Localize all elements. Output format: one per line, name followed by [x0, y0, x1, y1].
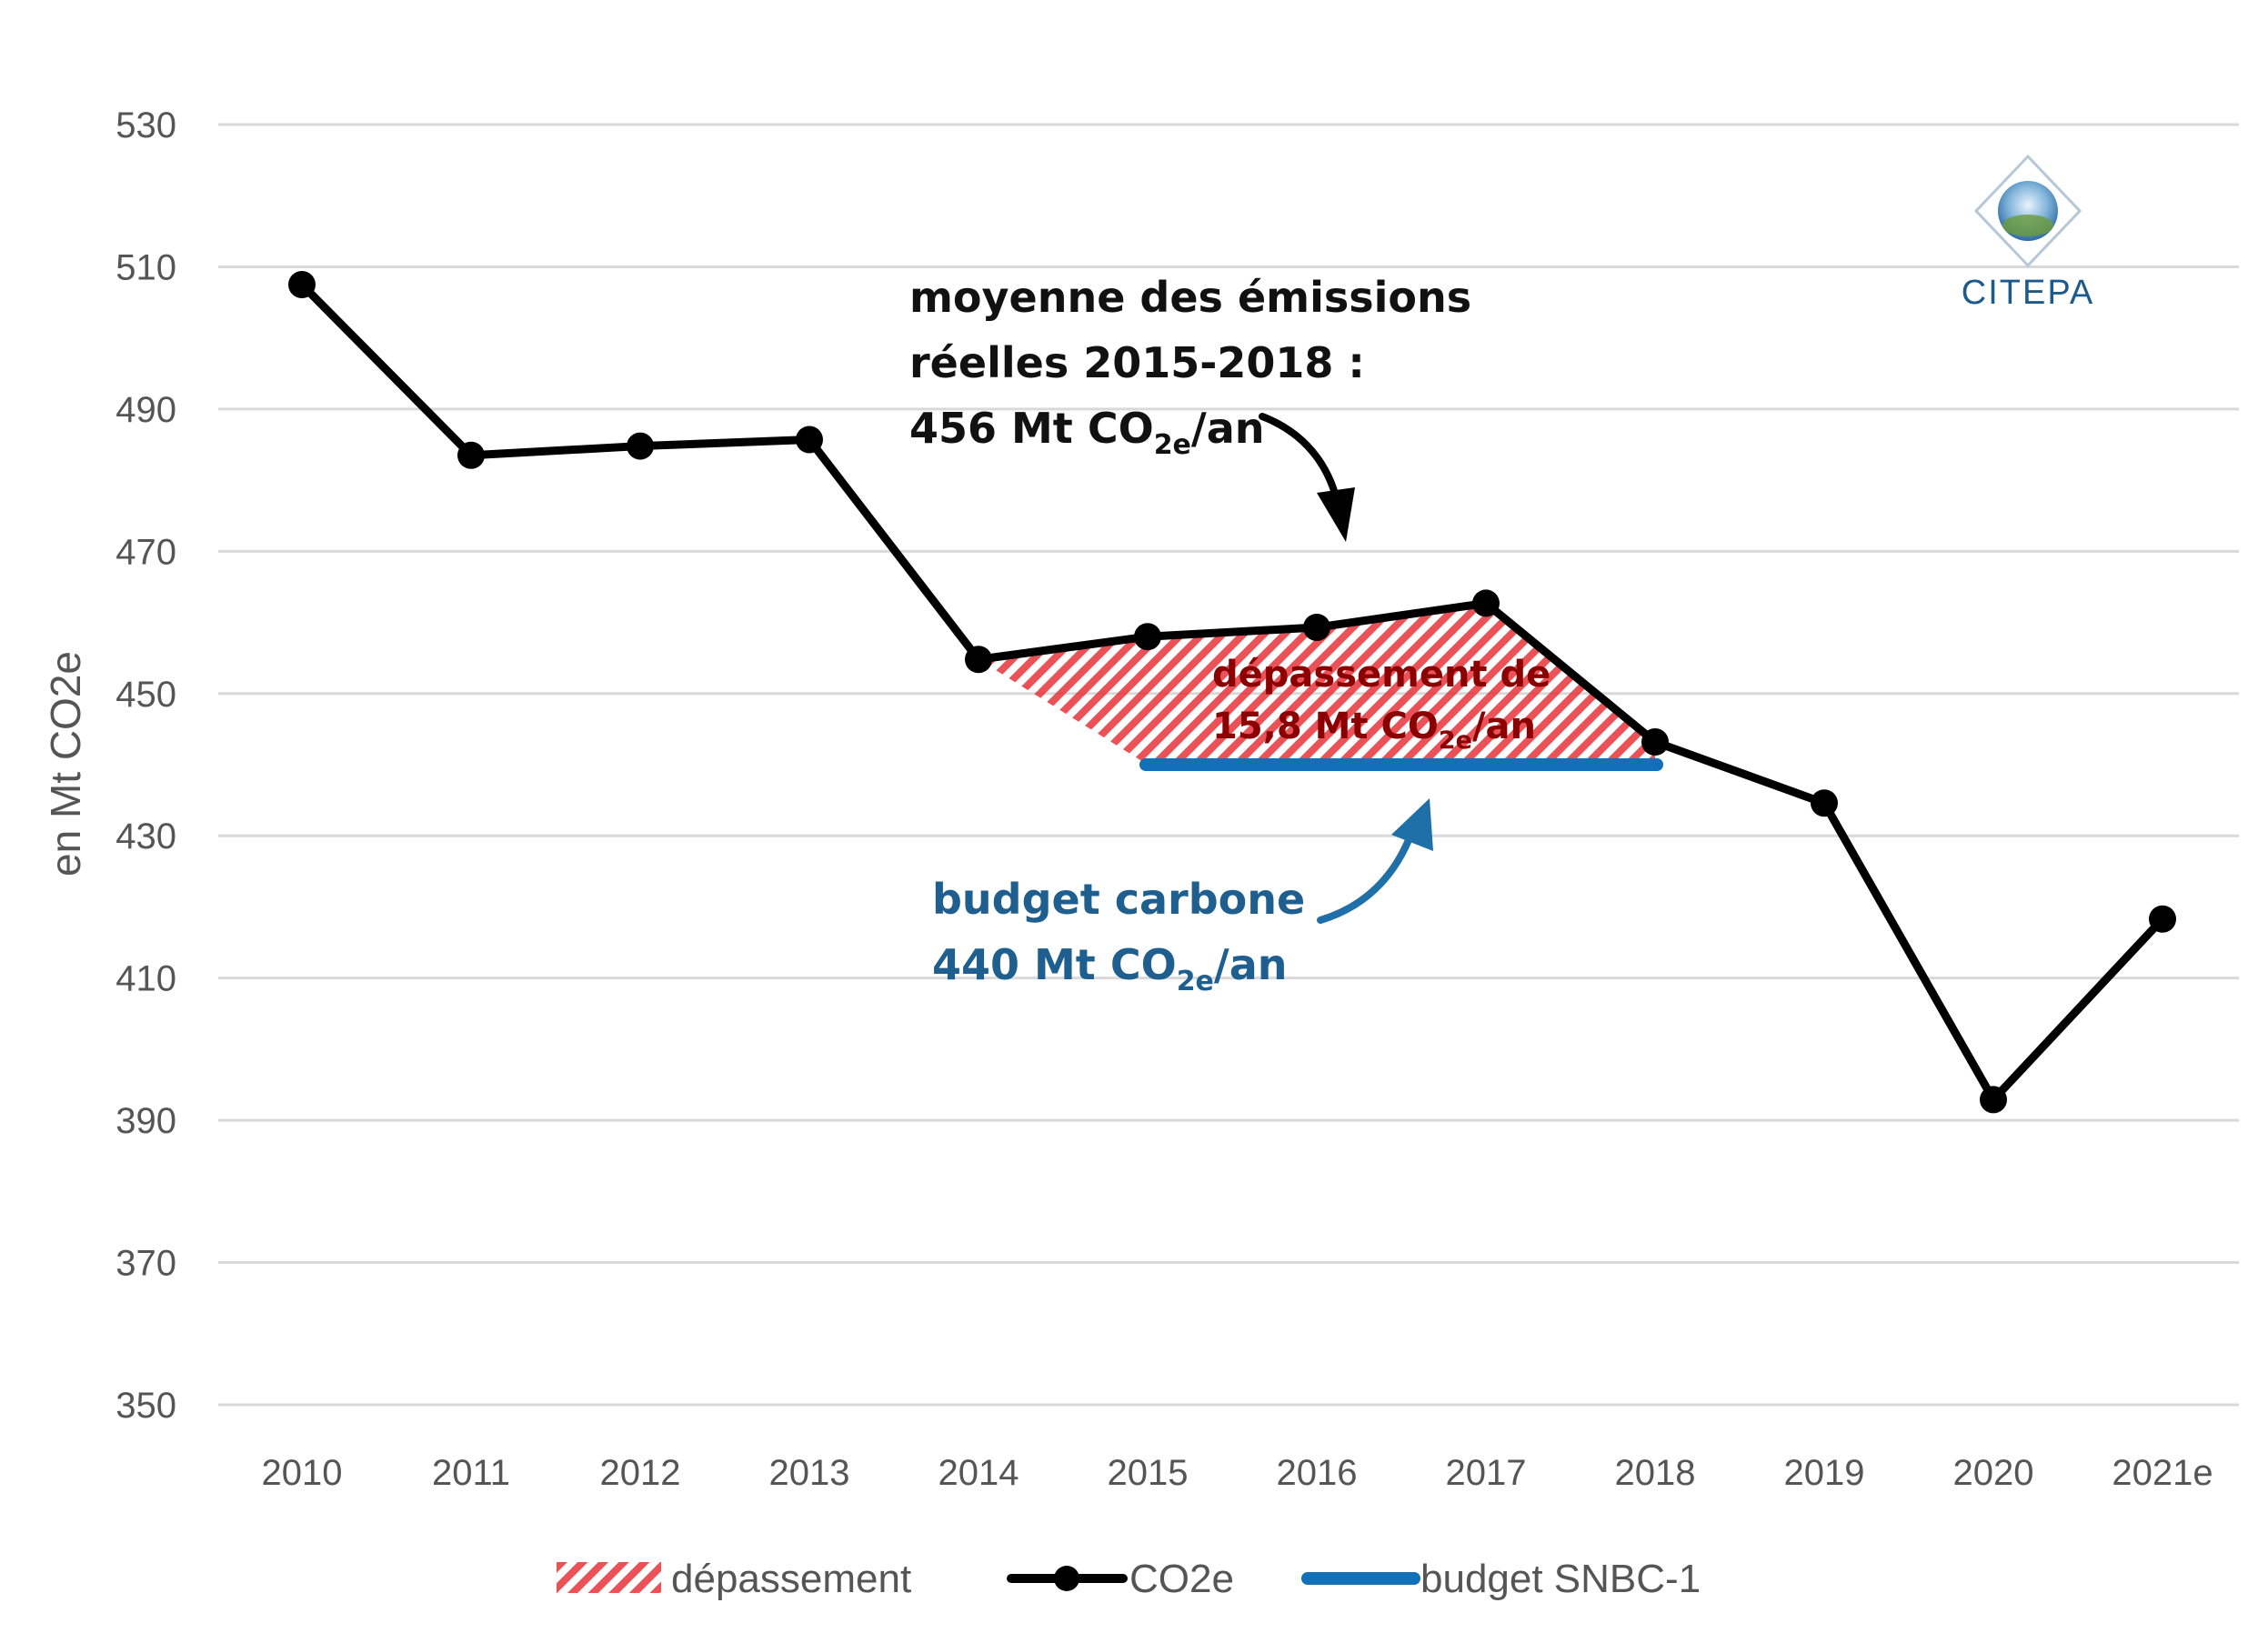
data-point-2014 — [965, 646, 992, 674]
y-tick-label: 530 — [115, 105, 176, 145]
annotation-budget-line2: 440 Mt CO2e/an — [932, 940, 1288, 997]
y-tick-label: 390 — [115, 1101, 176, 1141]
x-tick-label: 2011 — [432, 1453, 510, 1493]
x-tick-label: 2012 — [600, 1453, 681, 1493]
y-tick-label: 470 — [115, 532, 176, 572]
y-tick-label: 510 — [115, 247, 176, 287]
legend-label-budget: budget SNBC-1 — [1420, 1557, 1701, 1601]
y-tick-label: 410 — [115, 959, 176, 999]
x-tick-label: 2014 — [938, 1453, 1019, 1493]
x-tick-label: 2019 — [1784, 1453, 1865, 1493]
data-point-2013 — [796, 426, 823, 454]
y-tick-label: 490 — [115, 390, 176, 430]
x-tick-label: 2013 — [769, 1453, 850, 1493]
annotation-average-line3: 456 Mt CO2e/an — [909, 404, 1265, 461]
annotation-budget-line1: budget carbone — [932, 875, 1305, 924]
citepa-logo: CITEPA — [1962, 154, 2094, 312]
data-point-2020 — [1980, 1086, 2007, 1114]
logo-text: CITEPA — [1962, 274, 2094, 312]
series-points — [288, 271, 2176, 1114]
arrow-budget-head — [1391, 798, 1433, 851]
y-tick-label: 430 — [115, 816, 176, 857]
annotation-average-line2: réelles 2015-2018 : — [909, 338, 1365, 387]
data-point-2016 — [1303, 614, 1330, 642]
data-point-2021e — [2149, 905, 2176, 933]
data-point-2018 — [1641, 727, 1669, 756]
x-tick-label: 2015 — [1108, 1453, 1189, 1493]
y-tick-label: 370 — [115, 1244, 176, 1284]
data-point-2015 — [1134, 623, 1161, 651]
data-point-2017 — [1472, 589, 1500, 617]
y-tick-label: 450 — [115, 675, 176, 715]
logo-land-icon — [2002, 215, 2053, 236]
y-tick-labels: 350 370 390 410 430 450 470 490 510 530 — [115, 105, 176, 1426]
series-line-co2e — [298, 281, 2166, 1104]
y-tick-label: 350 — [115, 1386, 176, 1426]
legend-swatch-overshoot — [557, 1562, 661, 1593]
data-point-2019 — [1811, 789, 1838, 817]
legend: dépassement CO2e budget SNBC-1 — [557, 1557, 1701, 1601]
x-tick-label: 2017 — [1446, 1453, 1527, 1493]
annotation-overshoot-line2: 15,8 Mt CO2e/an — [1212, 706, 1536, 755]
x-tick-label: 2018 — [1615, 1453, 1696, 1493]
legend-label-overshoot: dépassement — [671, 1557, 911, 1601]
data-point-2010 — [288, 271, 316, 298]
legend-swatch-co2e-marker — [1054, 1566, 1079, 1591]
annotation-overshoot-line1: dépassement de — [1212, 654, 1550, 696]
data-point-2011 — [457, 441, 485, 469]
y-axis-label: en Mt CO2e — [42, 651, 89, 877]
arrow-average-head — [1317, 487, 1355, 542]
x-tick-labels: 2010 2011 2012 2013 2014 2015 2016 2017 2018 2019… — [262, 1453, 2213, 1493]
x-tick-label: 2010 — [262, 1453, 343, 1493]
x-tick-label: 2020 — [1953, 1453, 2034, 1493]
data-point-2012 — [627, 432, 654, 460]
x-tick-label: 2021e — [2112, 1453, 2213, 1493]
annotation-average-line1: moyenne des émissions — [909, 273, 1471, 322]
x-tick-label: 2016 — [1277, 1453, 1358, 1493]
legend-label-co2e: CO2e — [1129, 1557, 1234, 1601]
